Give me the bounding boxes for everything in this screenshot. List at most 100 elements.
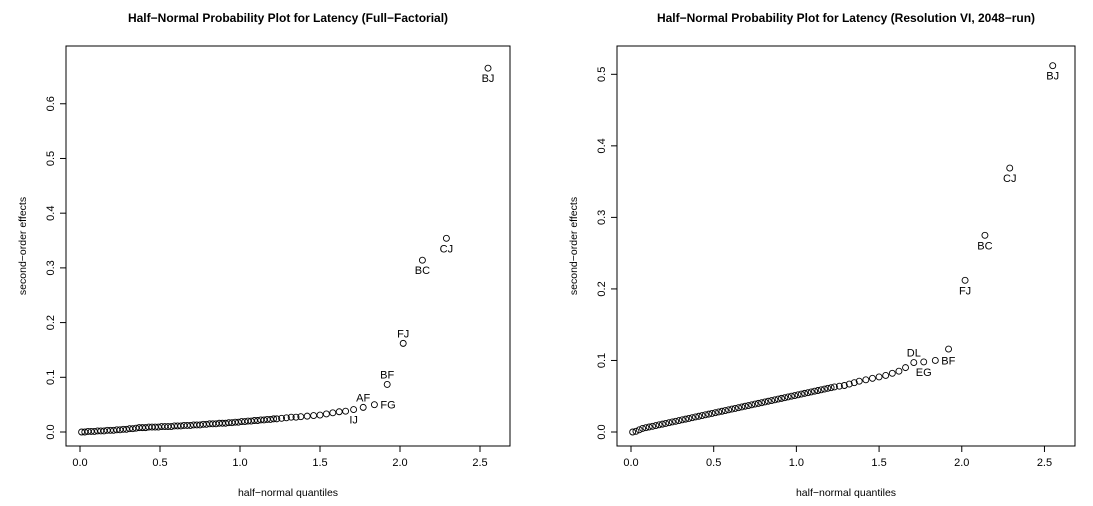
- data-point: [705, 410, 713, 418]
- data-point: [711, 409, 719, 417]
- data-point: [850, 379, 858, 387]
- data-point: [708, 409, 716, 417]
- data-point: [761, 398, 769, 406]
- data-point: [715, 408, 723, 416]
- data-point: [695, 412, 703, 420]
- point-label: BJ: [482, 73, 495, 85]
- data-point: [629, 428, 637, 436]
- data-point: [869, 374, 876, 382]
- data-point: [1006, 164, 1014, 172]
- data-point: [668, 418, 676, 426]
- data-point: [721, 407, 729, 414]
- data-point: [383, 380, 391, 388]
- data-point: [632, 427, 640, 435]
- data-point: [764, 397, 772, 405]
- data-point: [804, 389, 812, 397]
- data-point: [771, 396, 779, 404]
- data-point: [678, 416, 686, 424]
- y-axis-label: second−order effects: [17, 197, 29, 295]
- point-label: EG: [916, 367, 932, 379]
- data-point: [278, 414, 286, 422]
- data-point: [754, 399, 762, 407]
- x-tick-label: 0.0: [623, 457, 638, 469]
- data-point: [738, 403, 746, 411]
- data-point: [787, 392, 795, 400]
- data-point: [635, 426, 643, 434]
- data-point: [794, 391, 802, 399]
- data-point: [655, 421, 663, 429]
- x-tick-label: 1.5: [871, 457, 886, 469]
- data-point: [748, 401, 756, 409]
- plot-frame: [616, 45, 1076, 447]
- y-tick-label: 0.6: [45, 96, 57, 111]
- point-label: AF: [356, 392, 370, 404]
- x-tick-label: 2.0: [954, 457, 969, 469]
- y-tick-label: 0.4: [596, 138, 608, 153]
- data-point: [931, 357, 939, 364]
- x-axis-label: half−normal quantiles: [796, 487, 896, 499]
- y-tick-label: 0.2: [45, 315, 57, 330]
- point-label: BF: [941, 355, 955, 367]
- x-axis-label: half−normal quantiles: [238, 487, 338, 499]
- data-point: [875, 373, 883, 381]
- point-label: BF: [380, 369, 394, 381]
- data-point: [701, 411, 709, 419]
- data-point: [292, 413, 300, 421]
- data-point: [895, 367, 903, 375]
- data-point: [758, 399, 766, 407]
- data-point: [662, 419, 670, 427]
- x-tick-label: 2.0: [392, 457, 407, 469]
- data-point: [888, 369, 896, 377]
- data-point: [273, 415, 281, 423]
- data-point: [835, 382, 843, 390]
- data-point: [418, 256, 426, 264]
- data-point: [801, 389, 809, 397]
- point-label: DL: [907, 348, 921, 360]
- y-tick-label: 0.5: [596, 67, 608, 82]
- data-point: [672, 417, 680, 425]
- data-point: [310, 412, 318, 420]
- data-point: [981, 231, 989, 239]
- data-point: [342, 407, 350, 415]
- y-axis-label: second−order effects: [568, 197, 580, 295]
- data-point: [882, 372, 890, 379]
- chart-title: Half−Normal Probability Plot for Latency…: [128, 11, 448, 25]
- data-point: [287, 413, 295, 421]
- data-point: [830, 383, 838, 391]
- data-point: [335, 408, 343, 416]
- y-tick-label: 0.4: [45, 206, 57, 221]
- data-point: [744, 402, 752, 409]
- data-point: [807, 388, 815, 396]
- data-point: [827, 384, 835, 392]
- point-label: FG: [380, 400, 395, 412]
- point-label: CJ: [1003, 173, 1016, 185]
- data-point: [442, 234, 450, 242]
- data-point: [821, 385, 828, 393]
- data-point: [303, 412, 311, 420]
- data-point: [840, 382, 848, 389]
- data-point: [129, 425, 137, 433]
- data-point: [682, 415, 690, 423]
- data-point: [649, 422, 656, 430]
- data-point: [645, 423, 653, 431]
- data-point: [774, 395, 782, 403]
- data-point: [768, 397, 776, 404]
- data-point: [902, 364, 909, 372]
- data-point: [370, 401, 378, 409]
- data-point: [945, 345, 952, 353]
- data-point: [728, 405, 736, 413]
- x-tick-label: 2.5: [1037, 457, 1052, 469]
- data-point: [675, 417, 683, 425]
- x-tick-label: 1.5: [312, 457, 327, 469]
- data-point: [784, 393, 792, 401]
- data-point: [484, 64, 492, 72]
- y-tick-label: 0.3: [45, 260, 57, 275]
- data-point: [685, 414, 693, 422]
- data-point: [845, 380, 853, 388]
- data-point: [329, 409, 337, 417]
- data-point: [1049, 62, 1057, 70]
- data-point: [688, 414, 696, 422]
- data-point: [961, 276, 969, 284]
- data-point: [817, 386, 825, 394]
